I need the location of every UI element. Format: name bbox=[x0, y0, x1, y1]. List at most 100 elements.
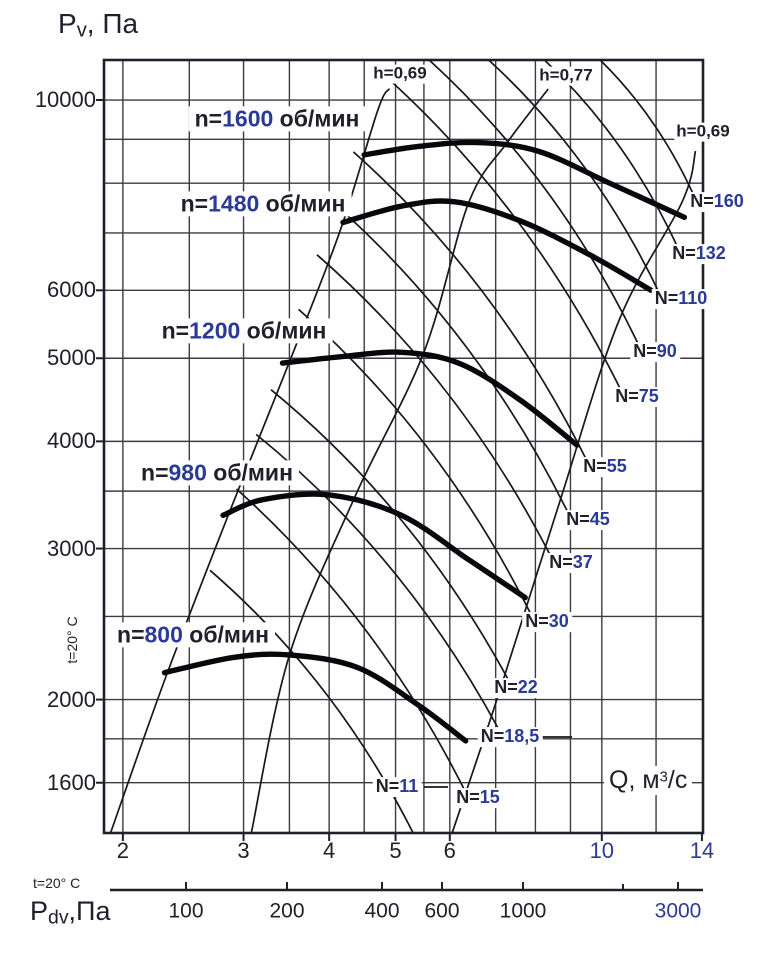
x2-tick-label: 100 bbox=[168, 899, 203, 922]
x-axis-title-sup: 3 bbox=[659, 768, 668, 786]
power-label-text: 11 bbox=[399, 776, 419, 797]
speed-curve-label-text: 980 bbox=[168, 459, 207, 486]
power-label-text: 90 bbox=[656, 341, 677, 362]
x-tick-label: 5 bbox=[389, 837, 402, 863]
y-tick-label-text: 3000 bbox=[47, 535, 96, 561]
x2-tick-label-text: 400 bbox=[364, 899, 400, 923]
speed-curve-label-text: n= bbox=[194, 105, 223, 132]
power-label-text: N= bbox=[549, 552, 573, 573]
y-tick-label-text: 1600 bbox=[47, 769, 96, 795]
speed-curve-label-text: n= bbox=[141, 459, 169, 486]
x-tick-label-text: 6 bbox=[443, 837, 456, 863]
y-tick-label: 3000 bbox=[0, 536, 96, 560]
x2-tick-label-text: 1000 bbox=[499, 899, 547, 923]
y-tick-label: 6000 bbox=[0, 278, 96, 302]
efficiency-label-text: 0,69 bbox=[393, 63, 427, 83]
speed-curve-label: n=980 об/мин bbox=[135, 459, 299, 486]
speed-curve-label: n=1200 об/мин bbox=[155, 317, 333, 344]
power-label-text: 55 bbox=[606, 456, 627, 477]
y-axis-title: Pv, Па bbox=[58, 8, 138, 43]
power-label-text: 160 bbox=[713, 191, 744, 212]
x-axis-title-base: Q, м bbox=[609, 766, 660, 794]
power-label-text: N= bbox=[480, 726, 505, 747]
efficiency-label-text: 0,77 bbox=[559, 65, 593, 85]
secondary-axis-title-sub: dv bbox=[48, 906, 69, 929]
x-axis-title: Q, м3/с bbox=[604, 766, 693, 795]
power-label-text: 15 bbox=[479, 787, 500, 808]
efficiency-label-text: 0,69 bbox=[696, 121, 730, 141]
power-label-text: N= bbox=[456, 787, 480, 808]
speed-curve-label: n=800 об/мин bbox=[111, 621, 275, 648]
speed-curve-label-text: об/мин bbox=[206, 459, 293, 486]
x2-tick-label: 3000 bbox=[655, 899, 702, 922]
power-label: N=55 bbox=[580, 456, 630, 477]
power-label: N=45 bbox=[563, 509, 613, 530]
y-tick-label-text: 6000 bbox=[47, 277, 96, 303]
x-tick-label-text: 3 bbox=[237, 837, 250, 863]
x2-tick-label-text: 600 bbox=[424, 899, 460, 923]
x2-tick-label-text: 200 bbox=[269, 899, 305, 923]
y-axis-title-rest: , Па bbox=[86, 8, 139, 39]
speed-curve-label-text: n= bbox=[180, 190, 209, 217]
power-label-text: N= bbox=[654, 288, 679, 309]
x2-tick-label-text: 100 bbox=[168, 899, 204, 923]
speed-curve-label-text: об/мин bbox=[259, 190, 346, 217]
y-axis-title-base: P bbox=[58, 8, 77, 39]
x-tick-label-text: 14 bbox=[689, 837, 715, 863]
power-label: N=110 bbox=[651, 288, 711, 309]
power-label-text: 110 bbox=[678, 288, 708, 309]
x2-tick-label: 1000 bbox=[500, 899, 547, 922]
speed-curve-label-text: 800 bbox=[144, 621, 183, 648]
y-axis-condition-rotated: t=20° C bbox=[64, 616, 80, 664]
efficiency-label-text: h= bbox=[676, 121, 697, 141]
x-tick-label-text: 4 bbox=[323, 837, 336, 863]
power-label-text: N= bbox=[566, 509, 590, 530]
power-label-text: N= bbox=[672, 243, 696, 264]
power-label: N=90 bbox=[630, 341, 680, 362]
x-tick-label: 3 bbox=[237, 837, 250, 863]
x2-tick-label-text: 3000 bbox=[654, 899, 702, 923]
y-tick-label: 4000 bbox=[0, 429, 96, 453]
y-tick-label-text: 10000 bbox=[34, 86, 96, 112]
power-label: N=18,5 bbox=[477, 726, 543, 747]
speed-curve-label-text: n= bbox=[117, 621, 145, 648]
y-tick-label-text: 2000 bbox=[47, 686, 96, 712]
x-axis-title-rest: /с bbox=[667, 766, 688, 794]
speed-curve-label-text: об/мин bbox=[182, 621, 269, 648]
power-label: N=11 bbox=[372, 776, 422, 797]
secondary-axis-title-base: P bbox=[30, 896, 49, 926]
power-label-text: 37 bbox=[572, 552, 593, 573]
speed-curve-label-text: 1200 bbox=[189, 317, 241, 344]
x-tick-label: 10 bbox=[590, 838, 614, 863]
y-tick-label-text: 4000 bbox=[47, 428, 96, 454]
power-label-text: 22 bbox=[517, 677, 538, 698]
power-label-text: 132 bbox=[695, 243, 726, 264]
power-label-text: N= bbox=[583, 456, 607, 477]
speed-curve-label: n=1480 об/мин bbox=[174, 190, 352, 217]
power-label-text: N= bbox=[633, 341, 657, 362]
y-tick-label-text: 5000 bbox=[47, 345, 96, 371]
power-label-text: N= bbox=[690, 191, 714, 212]
efficiency-label-text: h= bbox=[539, 65, 560, 85]
x-tick-label: 14 bbox=[689, 837, 715, 863]
efficiency-label-text: h= bbox=[373, 63, 394, 83]
y-tick-label: 2000 bbox=[0, 687, 96, 711]
power-label: N=75 bbox=[612, 386, 662, 407]
y-tick-label: 1600 bbox=[0, 769, 96, 795]
efficiency-label: h=0,69 bbox=[674, 121, 732, 142]
power-label: N=160 bbox=[687, 191, 747, 212]
power-label: N=132 bbox=[669, 243, 729, 264]
speed-curve-label-text: об/мин bbox=[273, 105, 360, 132]
y-tick-label: 10000 bbox=[0, 86, 96, 112]
speed-curve-label-text: 1600 bbox=[222, 105, 274, 132]
power-label-text: 45 bbox=[589, 509, 610, 530]
x-tick-label-text: 2 bbox=[116, 837, 129, 863]
y-tick-label: 5000 bbox=[0, 346, 96, 370]
speed-curve-label-text: n= bbox=[161, 317, 190, 344]
speed-curve-label-text: об/мин bbox=[240, 317, 327, 344]
power-label: N=37 bbox=[546, 552, 596, 573]
x-tick-label: 4 bbox=[323, 837, 336, 863]
power-label-text: 30 bbox=[548, 611, 569, 632]
x-tick-label-text: 5 bbox=[389, 837, 402, 863]
